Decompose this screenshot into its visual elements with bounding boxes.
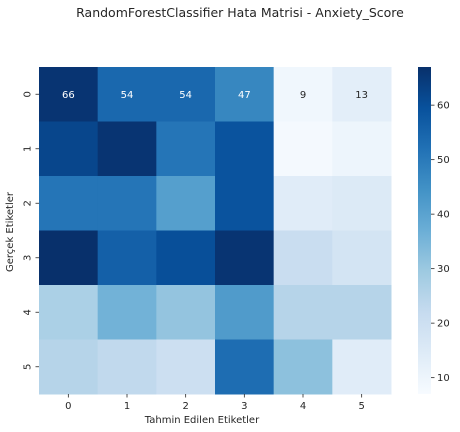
heatmap-cell [273,121,333,177]
cell-annotations: 66 54 54 47 9 13 [62,90,368,101]
colorbar-tick-label: 30 [437,264,450,275]
heatmap-cell [156,285,216,340]
heatmap-cell [332,121,392,177]
cell-value: 54 [121,90,134,101]
heatmap-cell [215,230,275,286]
y-axis-ticks: 0 1 2 3 4 5 [23,91,39,370]
heatmap-cell [156,339,216,395]
y-tick-label: 4 [23,309,34,315]
colorbar-tick-label: 50 [437,155,450,166]
colorbar-tick-label: 40 [437,210,450,221]
heatmap-cell [156,67,216,122]
heatmap-cell [39,285,99,340]
heatmap-cell [215,176,275,231]
heatmap-cell [97,285,157,340]
cell-value: 9 [300,90,306,101]
heatmap-cell [39,339,99,395]
heatmap-cell [39,176,99,231]
chart-title: RandomForestClassifier Hata Matrisi - An… [76,5,404,20]
heatmap-cells [39,67,392,395]
heatmap-cell [332,230,392,286]
heatmap-cell [39,67,99,122]
heatmap-cell [97,121,157,177]
heatmap-cell [273,285,333,340]
heatmap-cell [156,230,216,286]
heatmap-cell [97,230,157,286]
y-axis-label: Gerçek Etiketler [5,191,16,272]
heatmap-cell [273,339,333,395]
heatmap-cell [39,121,99,177]
heatmap-cell [273,67,333,122]
cell-value: 66 [62,90,75,101]
colorbar-ticks: 10 20 30 40 50 60 [431,101,450,384]
heatmap-cell [332,339,392,395]
heatmap-cell [156,121,216,177]
y-tick-label: 3 [23,255,34,261]
heatmap-cell [273,176,333,231]
colorbar-tick-label: 60 [437,101,450,112]
x-tick-label: 5 [358,401,364,412]
y-tick-label: 1 [23,146,34,152]
heatmap-cell [97,67,157,122]
y-tick-label: 5 [23,364,34,370]
heatmap-cell [332,176,392,231]
cell-value: 47 [238,90,251,101]
x-axis-ticks: 0 1 2 3 4 5 [65,394,365,412]
heatmap-cell [97,176,157,231]
heatmap-cell [273,230,333,286]
heatmap-cell [97,339,157,395]
y-tick-label: 2 [23,200,34,206]
heatmap-cell [215,285,275,340]
x-tick-label: 3 [241,401,247,412]
colorbar-tick-label: 20 [437,319,450,330]
cell-value: 54 [179,90,192,101]
heatmap-cell [39,230,99,286]
x-axis-label: Tahmin Edilen Etiketler [144,415,260,426]
heatmap-cell [215,121,275,177]
y-tick-label: 0 [23,91,34,97]
heatmap-cell [215,67,275,122]
cell-value: 13 [355,90,368,101]
heatmap-cell [332,285,392,340]
heatmap-cell [332,67,392,122]
x-tick-label: 2 [182,401,188,412]
heatmap-cell [156,176,216,231]
colorbar-tick-label: 10 [437,373,450,384]
x-tick-label: 0 [65,401,71,412]
x-tick-label: 4 [300,401,306,412]
colorbar [418,67,431,394]
x-tick-label: 1 [124,401,130,412]
heatmap-cell [215,339,275,395]
